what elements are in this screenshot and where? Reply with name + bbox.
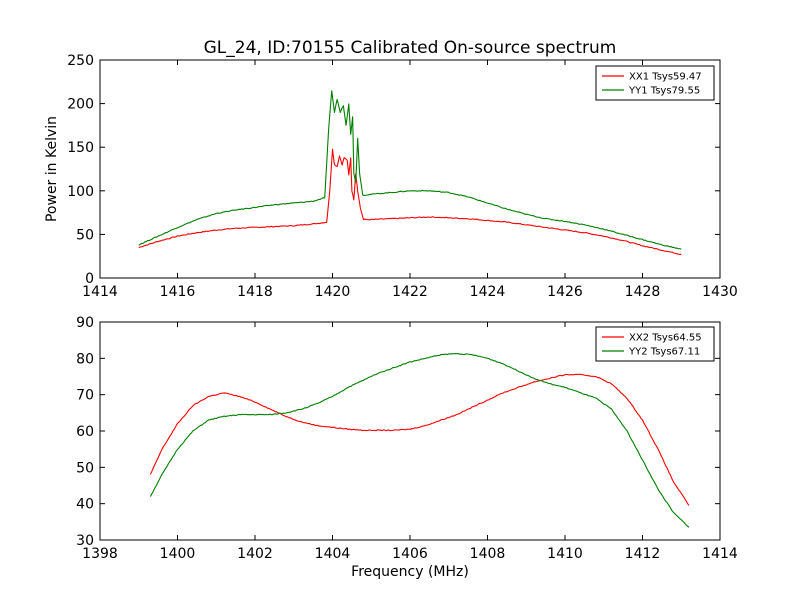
series-line-2 bbox=[149, 352, 690, 528]
x-tick-label: 1406 bbox=[392, 546, 428, 562]
x-tick-label: 1428 bbox=[625, 284, 661, 300]
y-tick-label: 30 bbox=[76, 533, 94, 549]
legend-label: XX2 Tsys64.55 bbox=[629, 333, 702, 344]
bottom-spectrum-plot: 1398 1400 1402 1404 1406 1408 1410 1412 1414 30 40… bbox=[76, 315, 738, 580]
x-tick-label: 1404 bbox=[315, 546, 351, 562]
y-tick-label: 150 bbox=[67, 140, 94, 156]
x-tick-label: 1420 bbox=[315, 284, 351, 300]
y-tick-label: 50 bbox=[76, 460, 94, 476]
y-tick-label: 0 bbox=[85, 271, 94, 287]
x-tick-label: 1398 bbox=[82, 546, 118, 562]
chart-title: GL_24, ID:70155 Calibrated On-source spe… bbox=[204, 38, 617, 58]
series-line-2 bbox=[138, 90, 682, 250]
y-tick-label: 70 bbox=[76, 388, 94, 404]
x-tick-label: 1402 bbox=[237, 546, 273, 562]
y-tick-label: 250 bbox=[67, 53, 94, 69]
y-tick-label: 40 bbox=[76, 497, 94, 513]
y-tick-label: 90 bbox=[76, 315, 94, 331]
x-tick-label: 1414 bbox=[702, 546, 738, 562]
x-axis-label: Frequency (MHz) bbox=[351, 564, 469, 580]
x-tick-label: 1418 bbox=[237, 284, 273, 300]
x-tick-label: 1424 bbox=[470, 284, 506, 300]
series-line-1 bbox=[149, 373, 690, 506]
x-tick-label: 1408 bbox=[470, 546, 506, 562]
legend-label: YY2 Tsys67.11 bbox=[628, 347, 700, 358]
legend-box bbox=[595, 65, 715, 101]
y-tick-label: 50 bbox=[76, 227, 94, 243]
x-tick-label: 1422 bbox=[392, 284, 428, 300]
top-spectrum-plot: 1414 1416 1418 1420 1422 1424 1426 1428 1430 0 50 1… bbox=[44, 53, 738, 300]
x-tick-label: 1430 bbox=[702, 284, 738, 300]
legend-box bbox=[595, 326, 715, 362]
y-tick-label: 80 bbox=[76, 351, 94, 367]
y-tick-label: 60 bbox=[76, 424, 94, 440]
series-line-1 bbox=[138, 148, 682, 256]
x-tick-label: 1416 bbox=[160, 284, 196, 300]
legend: XX2 Tsys64.55 YY2 Tsys67.11 bbox=[595, 326, 715, 362]
x-tick-label: 1412 bbox=[625, 546, 661, 562]
x-tick-label: 1400 bbox=[160, 546, 196, 562]
legend: XX1 Tsys59.47 YY1 Tsys79.55 bbox=[595, 65, 715, 101]
x-tick-label: 1426 bbox=[547, 284, 583, 300]
y-tick-label: 200 bbox=[67, 97, 94, 113]
x-tick-label: 1410 bbox=[547, 546, 583, 562]
y-tick-label: 100 bbox=[67, 184, 94, 200]
y-axis-label: Power in Kelvin bbox=[44, 116, 60, 222]
x-tick-label: 1414 bbox=[82, 284, 118, 300]
legend-label: YY1 Tsys79.55 bbox=[628, 86, 700, 97]
legend-label: XX1 Tsys59.47 bbox=[629, 72, 702, 83]
